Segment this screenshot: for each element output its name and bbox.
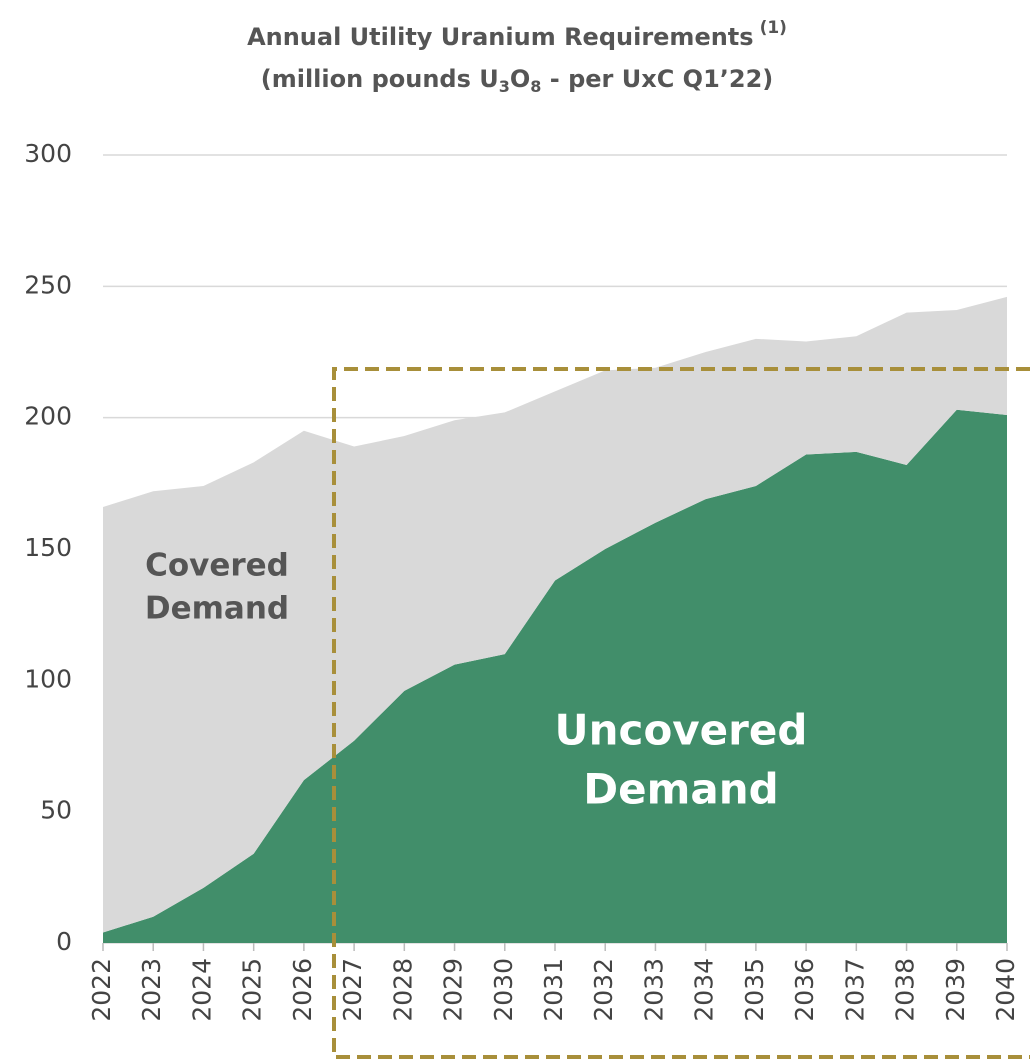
area [103,409,1007,944]
highlight-box [332,367,1030,1059]
x-tick-label: 2040 [991,958,1020,1022]
x-tick-label: 2036 [790,958,819,1022]
x-tick-label: 2022 [87,958,116,1022]
subtitle-part: - per UxC Q1’22) [541,65,773,93]
labels: 0 50 100 150 200 250 300 2022 2023 2024 2025 2026 20… [24,139,1020,1022]
y-tick-label: 250 [24,270,72,299]
x-tick-label: 2039 [941,958,970,1022]
area [103,296,1007,933]
y-tick-label: 200 [24,402,72,431]
subtitle-part: (million pounds U [261,65,499,93]
x-tick-label: 2031 [539,958,568,1022]
x-tick-label: 2037 [840,958,869,1022]
annotation: Covered [145,548,289,584]
x-tick-label: 2028 [388,958,417,1022]
x-tick-label: 2023 [137,958,166,1022]
chart-title: Annual Utility Uranium Requirements (1) [247,18,787,51]
x-tick-label: 2030 [489,958,518,1022]
x-tick-label: 2029 [439,958,468,1022]
x-tick-label: 2035 [740,958,769,1022]
y-tick-label: 300 [24,139,72,168]
x-tick-label: 2026 [288,958,317,1022]
annotation: Demand [583,765,778,814]
subtitle-sub: 3 [499,77,510,96]
x-tick-label: 2032 [589,958,618,1022]
y-tick-label: 150 [24,533,72,562]
subtitle-sub: 8 [530,77,541,96]
subtitle-part: O [510,65,530,93]
x-tick-label: 2027 [338,958,367,1022]
y-tick-label: 100 [24,664,72,693]
x-tick-label: 2033 [639,958,668,1022]
x-tick-label: 2034 [690,958,719,1022]
y-tick-label: 0 [56,927,72,956]
x-tick-label: 2024 [187,958,216,1022]
areas [103,296,1007,944]
annotation: Demand [145,591,289,627]
x-tick-label: 2038 [891,958,920,1022]
annotation: Uncovered [555,706,808,755]
title-note: (1) [760,18,787,38]
x-tick-label: 2025 [238,958,267,1022]
chart-subtitle: (million pounds U3O8 - per UxC Q1’22) [261,65,774,96]
title-text: Annual Utility Uranium Requirements [247,23,754,51]
y-tick-label: 50 [40,796,72,825]
